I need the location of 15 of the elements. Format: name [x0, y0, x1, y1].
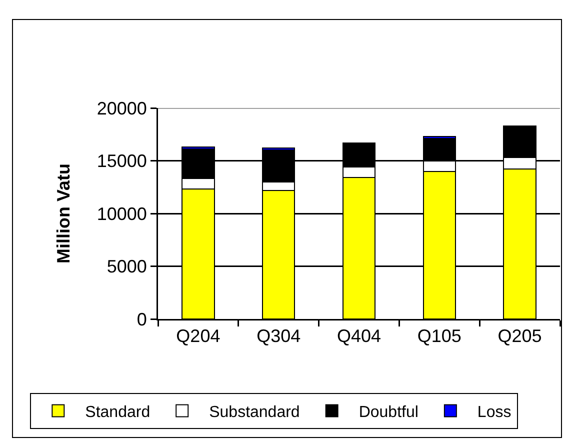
y-tick-label: 0 — [136, 309, 147, 330]
x-tick-label: Q205 — [498, 326, 542, 346]
x-tick-label: Q204 — [176, 326, 220, 346]
x-tick-label: Q404 — [336, 326, 382, 346]
y-axis-title: Million Vatu — [53, 163, 74, 264]
legend-label: Loss — [477, 404, 512, 421]
legend-label: Standard — [85, 404, 150, 421]
x-tick-label: Q105 — [417, 326, 462, 346]
y-tick-label: 10000 — [96, 204, 147, 224]
y-tick-label: 5000 — [106, 256, 147, 277]
legend-label: Doubtful — [358, 404, 418, 421]
y-tick-label: 20000 — [96, 98, 147, 118]
x-tick-label: Q304 — [256, 326, 301, 346]
legend-label: Substandard — [209, 404, 300, 421]
y-tick-label: 15000 — [96, 151, 147, 172]
